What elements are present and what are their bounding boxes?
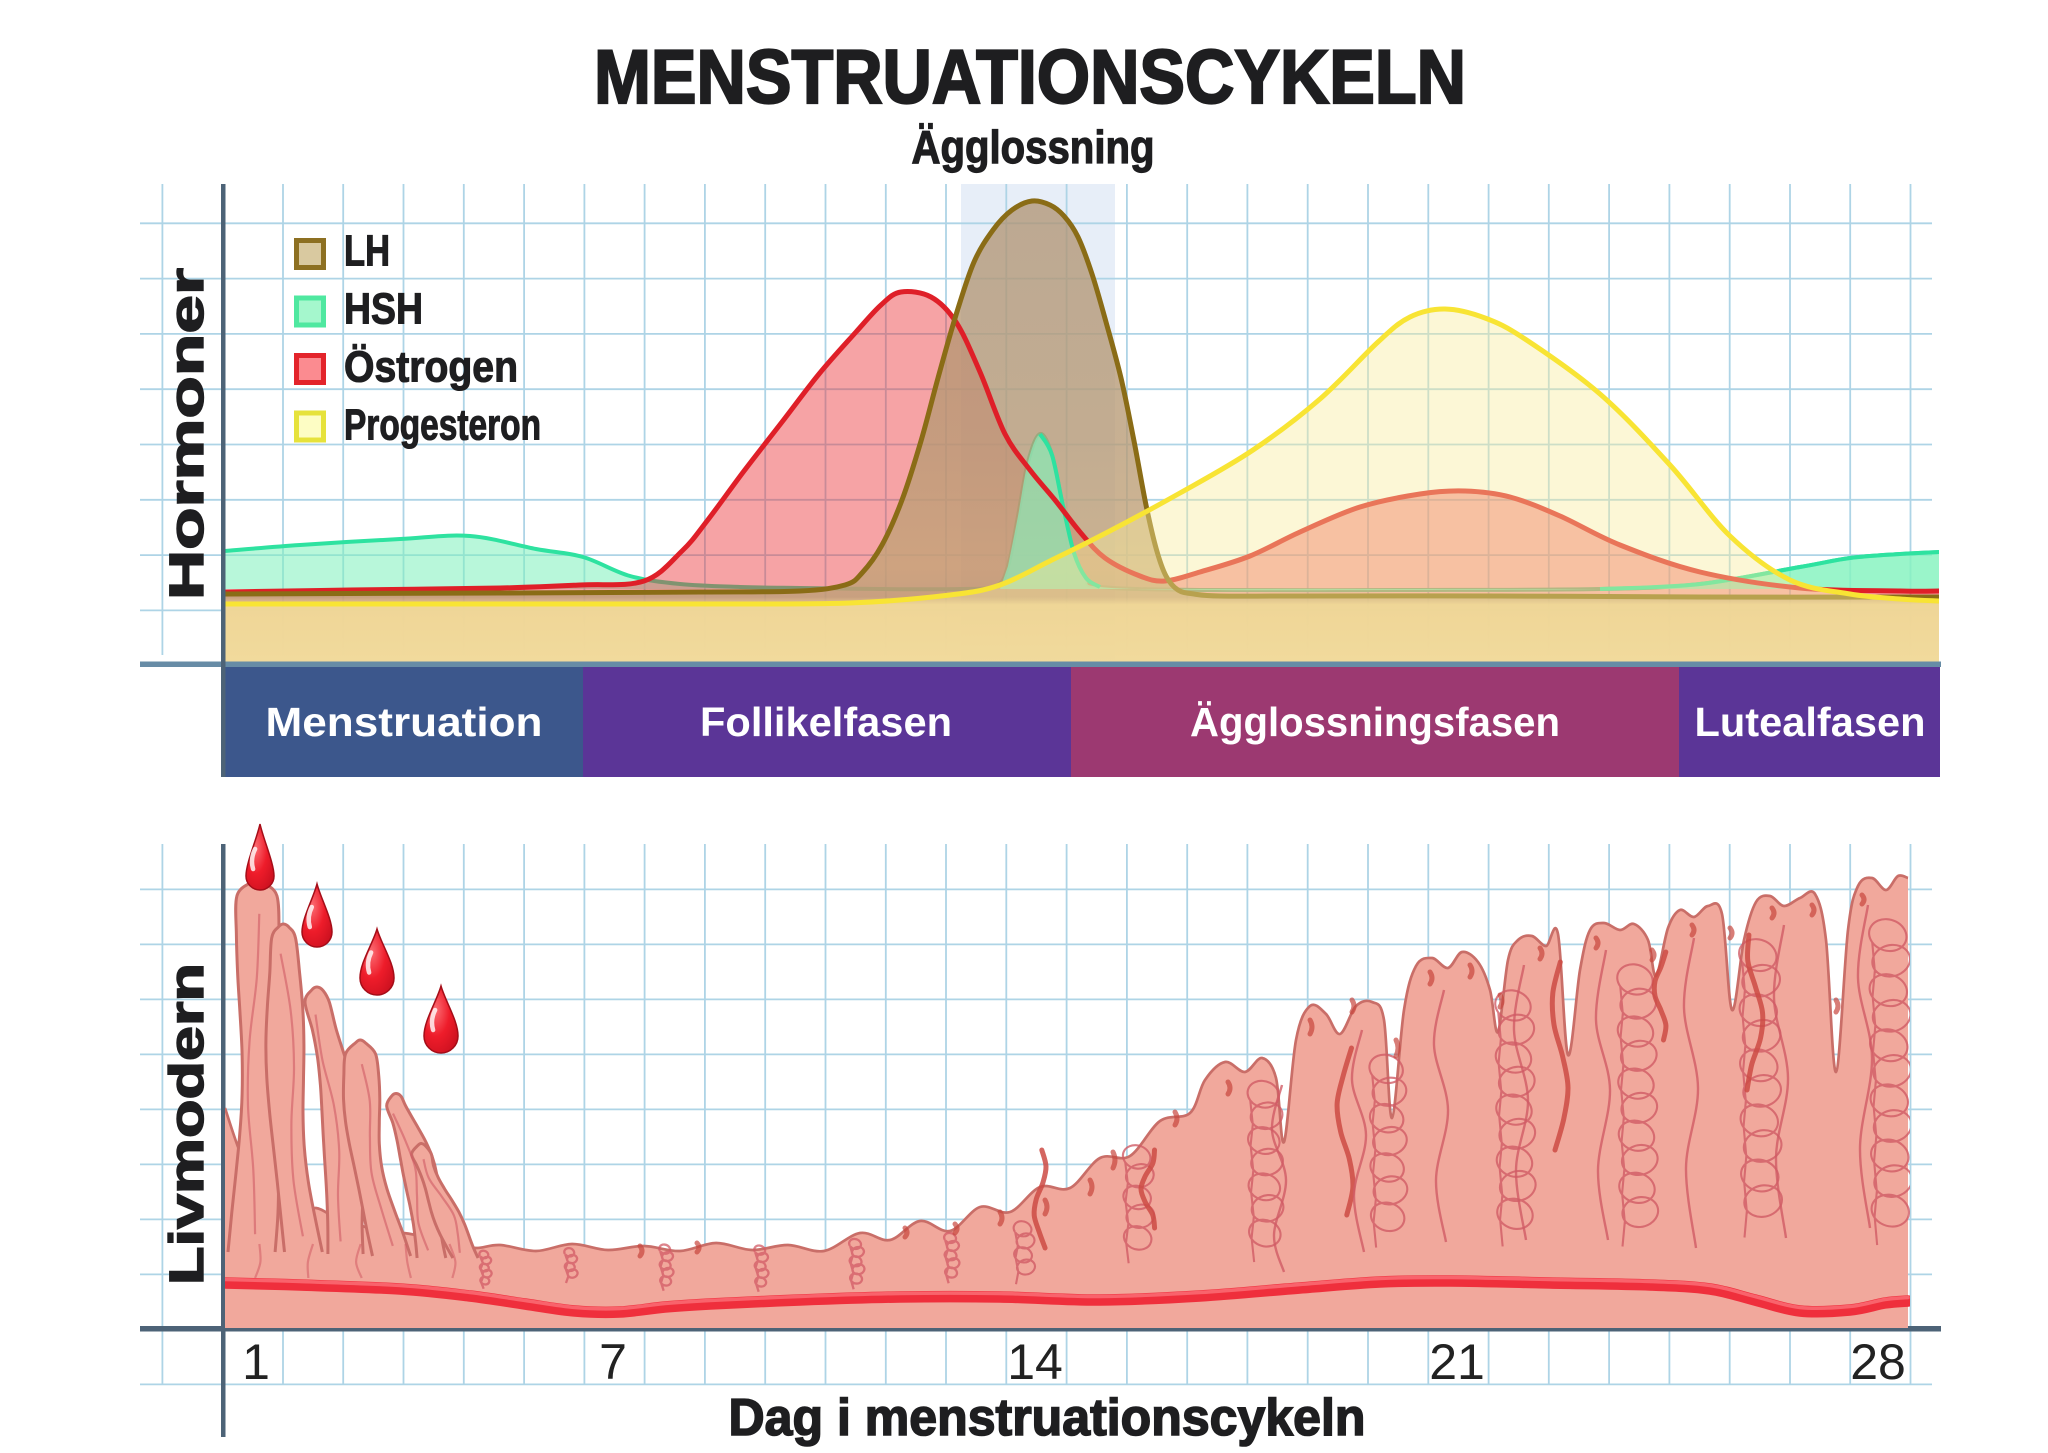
svg-text:MENSTRUATIONSCYKELN: MENSTRUATIONSCYKELN [594,35,1466,120]
svg-text:21: 21 [1429,1334,1485,1390]
svg-text:28: 28 [1850,1334,1906,1390]
svg-text:Dag i menstruationscykeln: Dag i menstruationscykeln [729,1389,1366,1447]
svg-text:Progesteron: Progesteron [344,401,541,450]
svg-text:Hormoner: Hormoner [161,268,214,600]
svg-text:HSH: HSH [344,285,423,334]
svg-text:Menstruation: Menstruation [266,699,543,745]
svg-text:LH: LH [344,227,390,276]
svg-text:Östrogen: Östrogen [344,343,518,392]
svg-text:Livmodern: Livmodern [161,963,214,1285]
svg-text:Ägglossning: Ägglossning [912,121,1155,173]
svg-text:Follikelfasen: Follikelfasen [700,699,952,745]
svg-text:1: 1 [242,1334,270,1390]
svg-text:Ägglossningsfasen: Ägglossningsfasen [1190,699,1560,745]
svg-text:14: 14 [1007,1334,1063,1390]
svg-text:7: 7 [599,1334,627,1390]
svg-text:Lutealfasen: Lutealfasen [1695,699,1926,745]
